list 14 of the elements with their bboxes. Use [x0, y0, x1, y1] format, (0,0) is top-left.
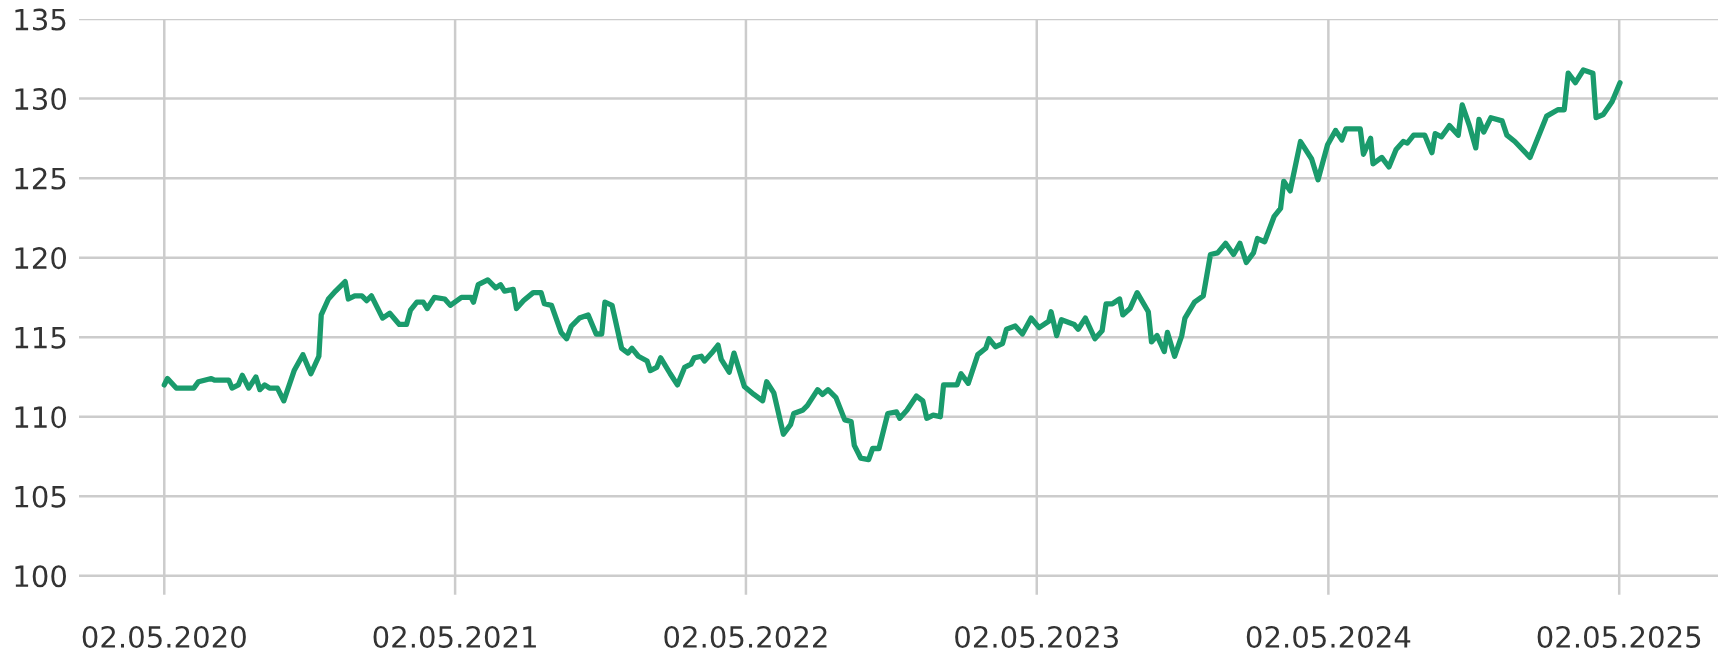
- y-tick-label: 120: [15, 247, 66, 270]
- y-tick-label: 100: [15, 565, 66, 588]
- x-tick-label: 02.05.2020: [82, 625, 246, 648]
- x-tick-label: 02.05.2023: [955, 625, 1118, 648]
- y-tick-label: 130: [15, 88, 66, 111]
- y-tick-label: 135: [15, 8, 66, 31]
- x-tick-label: 02.05.2022: [664, 625, 827, 648]
- x-tick-label: 02.05.2025: [1537, 625, 1701, 648]
- y-tick-label: 125: [15, 167, 66, 190]
- x-tick-label: 02.05.2021: [373, 625, 536, 648]
- y-tick-label: 105: [15, 485, 66, 508]
- y-tick-label: 110: [15, 406, 66, 429]
- y-tick-label: 115: [15, 326, 66, 349]
- x-tick-label: 02.05.2024: [1246, 625, 1411, 648]
